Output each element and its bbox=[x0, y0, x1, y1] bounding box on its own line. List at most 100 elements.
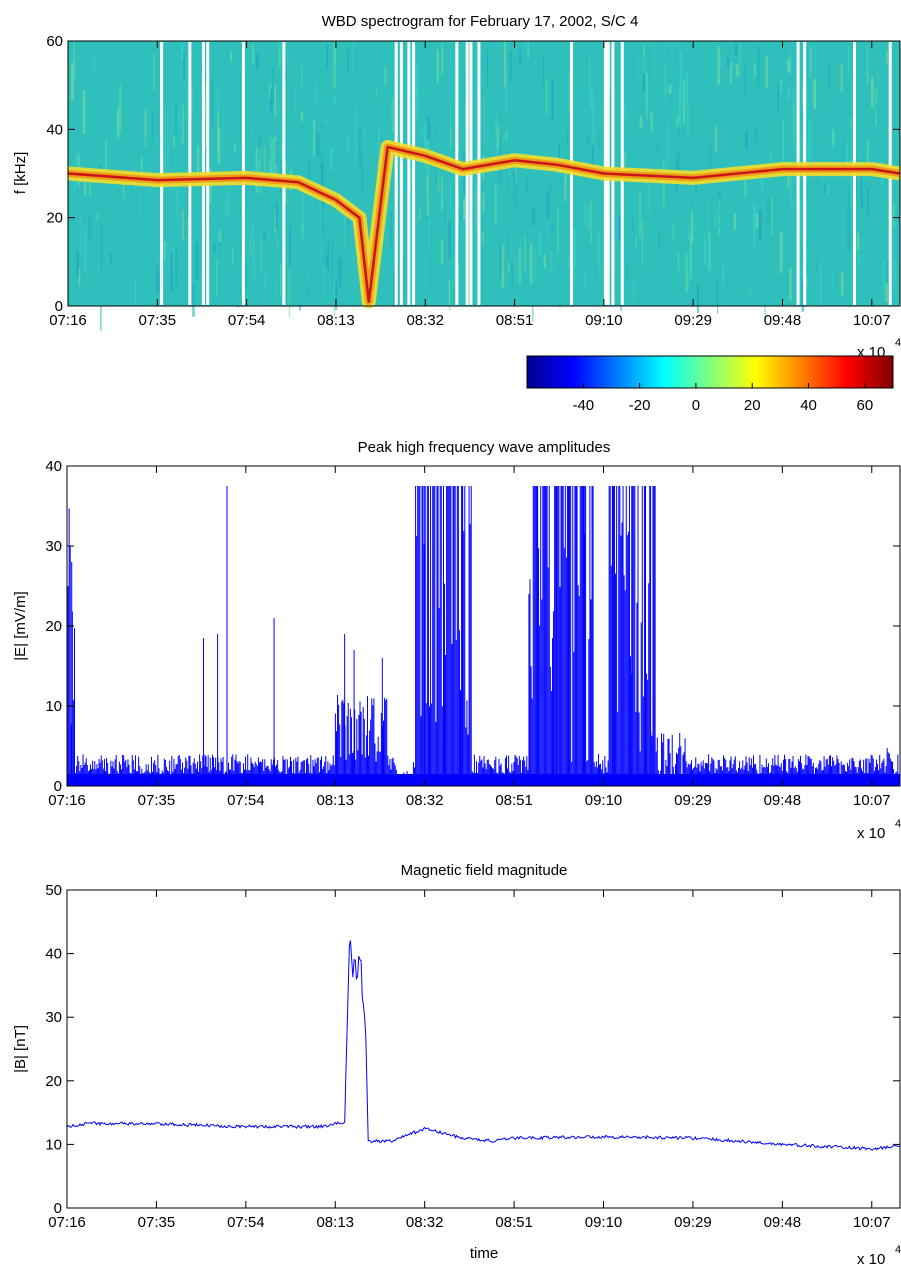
spectrogram-noise-streak bbox=[789, 268, 792, 301]
spectrogram-noise-streak bbox=[892, 237, 895, 275]
spectrogram-noise-streak bbox=[893, 260, 897, 292]
spectrogram-noise-streak bbox=[840, 63, 843, 92]
spectrogram-noise-streak bbox=[316, 78, 318, 107]
spectrogram-noise-streak bbox=[79, 213, 82, 258]
spectrogram-noise-streak bbox=[840, 272, 844, 296]
spectrogram-noise-streak bbox=[538, 230, 541, 256]
spectrogram-noise-streak bbox=[273, 151, 276, 164]
spectrogram-noise-streak bbox=[866, 44, 869, 84]
spectrogram-noise-streak bbox=[119, 84, 122, 131]
x-tick-label: 07:16 bbox=[48, 1214, 86, 1231]
spectrogram-noise-streak bbox=[886, 259, 890, 300]
x-tick-label: 08:13 bbox=[316, 1214, 354, 1231]
spectrogram-noise-streak bbox=[685, 254, 689, 293]
spectrogram-noise-streak bbox=[663, 160, 665, 207]
spectrogram-noise-streak bbox=[831, 267, 833, 288]
spectrogram-noise-streak bbox=[363, 129, 366, 140]
spectrogram-noise-streak bbox=[726, 274, 729, 294]
spectrogram-noise-streak bbox=[326, 254, 329, 267]
spectrogram-noise-streak bbox=[831, 129, 835, 145]
spectrogram-noise-streak bbox=[355, 136, 358, 156]
x-tick-label: 07:35 bbox=[139, 312, 177, 329]
spectrogram-noise-streak bbox=[208, 213, 212, 240]
y-tick-label: 20 bbox=[46, 210, 63, 227]
spectrogram-noise-streak bbox=[527, 42, 529, 60]
spectrogram-noise-streak bbox=[180, 256, 184, 278]
spectrogram-noise-streak bbox=[316, 134, 320, 157]
spectrogram-noise-streak bbox=[326, 42, 329, 70]
spectrogram-noise-streak bbox=[884, 188, 887, 199]
spectrogram-noise-streak bbox=[813, 79, 817, 110]
spectrogram-noise-streak bbox=[91, 69, 93, 107]
spectrogram-noise-streak bbox=[646, 72, 648, 120]
x-tick-label: 09:29 bbox=[674, 792, 712, 809]
spectrogram-noise-streak bbox=[84, 45, 88, 75]
spectrogram-noise-streak bbox=[627, 110, 630, 136]
spectrogram-noise-streak bbox=[639, 189, 641, 238]
spectrogram-noise-streak bbox=[510, 262, 514, 288]
spectrogram-noise-streak bbox=[568, 255, 572, 268]
spectrogram-noise-streak bbox=[663, 63, 667, 101]
spectrogram-noise-streak bbox=[816, 125, 819, 135]
spectrogram-noise-streak bbox=[656, 144, 659, 156]
spectrogram-noise-streak bbox=[592, 89, 595, 108]
spectrogram-noise-streak bbox=[589, 57, 591, 89]
spectrogram-noise-streak bbox=[677, 250, 680, 272]
spectrogram-noise-streak bbox=[279, 262, 282, 296]
spectrogram-noise-streak bbox=[802, 82, 805, 106]
spectrogram-noise-streak bbox=[346, 135, 349, 155]
spectrogram-noise-streak bbox=[275, 141, 278, 164]
spectrogram-noise-streak bbox=[761, 167, 764, 192]
wave-amplitude-trace bbox=[66, 486, 901, 786]
spectrogram-noise-streak bbox=[787, 170, 790, 188]
spectrogram-noise-streak bbox=[449, 127, 452, 150]
spectrogram-noise-streak bbox=[799, 198, 801, 240]
spectrogram-noise-streak bbox=[105, 140, 107, 174]
x-tick-label: 09:10 bbox=[585, 312, 623, 329]
spectrogram-noise-streak bbox=[343, 215, 346, 247]
spectrogram-noise-streak bbox=[416, 85, 419, 118]
spectrogram-noise-streak bbox=[327, 241, 329, 273]
spectrogram-noise-streak bbox=[738, 44, 741, 77]
spectrogram-noise-streak bbox=[286, 135, 288, 177]
spectrogram-noise-streak bbox=[358, 128, 362, 169]
spectrogram-noise-streak bbox=[192, 283, 196, 317]
y-tick-label: 20 bbox=[45, 1073, 62, 1090]
spectrogram-noise-streak bbox=[144, 108, 147, 148]
spectrogram-noise-streak bbox=[499, 245, 503, 279]
spectrogram-noise-streak bbox=[753, 129, 757, 142]
spectrogram-noise-streak bbox=[270, 89, 273, 113]
spectrogram-noise-streak bbox=[152, 53, 155, 91]
spectrogram-noise-streak bbox=[650, 112, 654, 132]
spectrogram-noise-streak bbox=[247, 168, 251, 209]
spectrogram-noise-streak bbox=[436, 49, 439, 84]
spectrogram-noise-streak bbox=[819, 264, 822, 307]
spectrogram-noise-streak bbox=[308, 157, 312, 191]
spectrogram-gap bbox=[407, 42, 411, 305]
spectrogram-noise-streak bbox=[391, 61, 395, 87]
spectrogram-noise-streak bbox=[272, 67, 274, 107]
x-tick-label: 09:10 bbox=[585, 792, 623, 809]
spectrogram-noise-streak bbox=[276, 275, 278, 296]
spectrogram-exponent-sup: 4 bbox=[895, 337, 901, 349]
spectrogram-noise-streak bbox=[211, 79, 214, 127]
spectrogram-noise-streak bbox=[441, 106, 444, 145]
spectrogram-noise-streak bbox=[360, 67, 363, 97]
colorbar-tick-label: 40 bbox=[800, 397, 817, 414]
spectrogram-noise-streak bbox=[486, 50, 489, 86]
spectrogram-noise-streak bbox=[568, 71, 572, 114]
y-tick-label: 0 bbox=[54, 778, 62, 795]
spectrogram-noise-streak bbox=[687, 274, 690, 290]
spectrogram-noise-streak bbox=[173, 236, 175, 272]
spectrogram-noise-streak bbox=[329, 147, 333, 171]
magnetic-field-trace bbox=[66, 940, 901, 1151]
spectrogram-noise-streak bbox=[501, 245, 505, 288]
spectrogram-noise-streak bbox=[823, 185, 826, 194]
spectrogram-noise-streak bbox=[507, 262, 510, 272]
spectrogram-noise-streak bbox=[217, 126, 221, 165]
spectrogram-noise-streak bbox=[276, 236, 279, 247]
spectrogram-noise-streak bbox=[300, 111, 304, 122]
spectrogram-noise-streak bbox=[524, 235, 526, 271]
spectrogram-noise-streak bbox=[342, 150, 344, 174]
spectrogram-noise-streak bbox=[463, 199, 466, 219]
